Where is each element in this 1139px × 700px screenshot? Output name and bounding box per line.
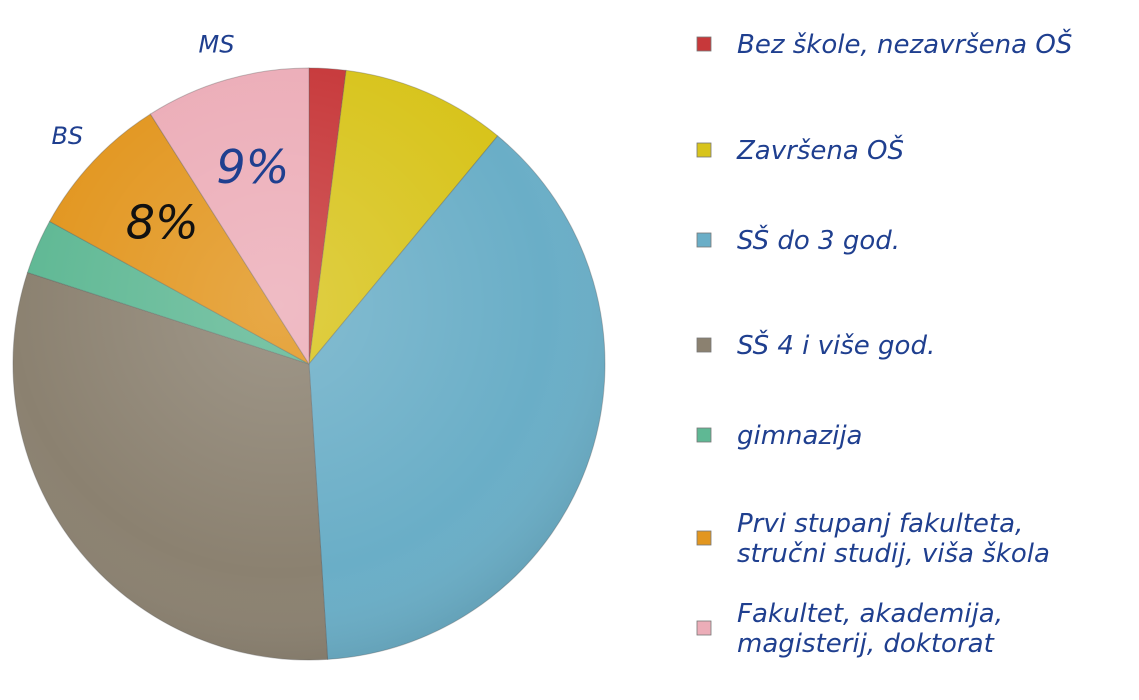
legend-label-prvi-stupanj-fakulteta-strucni-studij-visa-skola: Prvi stupanj fakulteta, stručni studij, v…	[737, 509, 1050, 569]
legend-label-zavrsena-os: Završena OŠ	[736, 134, 904, 166]
legend-label-gimnazija: gimnazija	[737, 421, 863, 451]
legend-swatch-prvi-stupanj-fakulteta-strucni-studij-visa-skola	[696, 530, 712, 546]
legend-swatch-ss-do-3-god	[696, 232, 712, 248]
pie-slices	[12, 67, 606, 661]
legend-label-ss-do-3-god: SŠ do 3 god.	[737, 224, 900, 256]
legend: Bez škole, nezavršena OŠ Završena OŠ SŠ do…	[696, 28, 1072, 659]
legend-swatch-fakultet-akademija-magisterij-doktorat	[696, 620, 712, 636]
slice-tag-bs: BS	[51, 122, 83, 150]
legend-swatch-zavrsena-os	[696, 142, 712, 158]
legend-swatch-gimnazija	[696, 427, 712, 443]
annotations: MS BS 9% 8%	[51, 31, 289, 250]
slice-tag-ms: MS	[199, 31, 235, 59]
legend-swatch-bez-skole-nezavrsena-os	[696, 36, 712, 52]
legend-label-fakultet-akademija-magisterij-doktorat: Fakultet, akademija, magisterij, doktorat	[737, 599, 1003, 659]
pie-shading	[13, 68, 605, 660]
legend-swatch-ss-4-i-vise-god	[696, 337, 712, 353]
legend-label-bez-skole-nezavrsena-os: Bez škole, nezavršena OŠ	[737, 28, 1072, 60]
legend-label-ss-4-i-vise-god: SŠ 4 i više god.	[737, 329, 935, 361]
percent-label-9: 9%	[216, 140, 289, 194]
percent-label-8: 8%	[126, 196, 199, 250]
